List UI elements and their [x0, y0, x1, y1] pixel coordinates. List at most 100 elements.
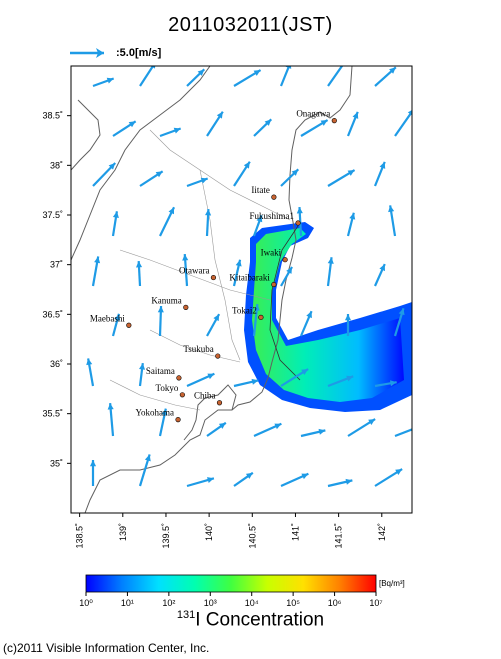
- wind-arrow: [138, 363, 146, 387]
- concentration-title: 131I Concentration: [0, 609, 501, 631]
- lon-tick-label: 138.5˚: [75, 523, 85, 549]
- wind-arrow: [327, 375, 354, 388]
- wind-arrow: [111, 313, 121, 337]
- concentration-text: I Concentration: [195, 609, 325, 631]
- wind-arrow: [394, 109, 412, 137]
- city-label: Saitama: [146, 366, 175, 376]
- lon-tick-label: 141.5˚: [334, 523, 344, 549]
- wind-arrow: [374, 380, 397, 388]
- wind-arrow: [107, 403, 115, 437]
- wind-arrow: [280, 368, 309, 387]
- wind-arrow: [111, 211, 119, 237]
- wind-arrow: [157, 305, 164, 337]
- wind-arrow: [159, 127, 182, 138]
- wind-arrow: [92, 162, 117, 187]
- lat-tick-label: 38.5˚: [42, 111, 63, 121]
- wind-arrow: [279, 66, 292, 87]
- coastline-east: [84, 66, 353, 513]
- city-marker: Chiba: [194, 391, 223, 406]
- wind-arrow: [158, 408, 168, 437]
- wind-arrow: [233, 471, 254, 487]
- wind-arrow: [186, 68, 206, 87]
- wind-arrow: [233, 161, 251, 187]
- coastline-bay: [183, 384, 237, 441]
- wind-arrow: [327, 169, 356, 187]
- lat-tick-label: 37˚: [50, 260, 63, 270]
- lon-ticks: 138.5˚ 139˚ 139.5˚ 140˚ 140.5˚ 141˚ 141.5˚ 142˚: [75, 513, 387, 549]
- city-marker: Otawara: [179, 266, 217, 281]
- city-label: Kitaibaraki: [229, 273, 270, 283]
- wind-arrow: [347, 418, 376, 437]
- wind-arrow: [280, 266, 293, 287]
- city-label: Iwaki: [261, 248, 282, 258]
- wind-arrow: [206, 421, 227, 437]
- coastline-west: [71, 66, 211, 261]
- wind-arrow: [253, 118, 273, 137]
- city-label: Fukushima1: [250, 211, 295, 221]
- wind-arrow: [300, 428, 326, 438]
- city-label: Iitate: [251, 185, 270, 195]
- wind-arrow: [252, 304, 260, 337]
- city-label: Tsukuba: [183, 344, 213, 354]
- wind-arrow: [232, 259, 242, 287]
- wind-arrow: [91, 256, 101, 287]
- wind-arrow: [373, 161, 386, 187]
- city-label: Maebashi: [90, 313, 125, 323]
- city-marker: Iwaki: [261, 248, 288, 263]
- city-label: Tokyo: [155, 383, 178, 393]
- wind-arrow: [233, 378, 259, 388]
- wind-arrow: [206, 111, 224, 137]
- wind-arrow: [159, 206, 176, 237]
- wind-arrow: [374, 468, 403, 487]
- wind-arrow: [373, 263, 386, 287]
- city-label: Onagawa: [296, 109, 330, 119]
- wind-arrow: [205, 208, 212, 237]
- lat-tick-label: 35˚: [50, 458, 63, 468]
- map-frame: [70, 65, 413, 514]
- wind-arrow: [112, 120, 137, 137]
- copyright-credit: (c)2011 Visible Information Center, Inc.: [3, 641, 210, 655]
- city-marker: Yokohama: [135, 408, 181, 423]
- wind-arrow: [186, 177, 209, 188]
- city-marker: Fukushima1: [250, 211, 301, 226]
- city-marker: Onagawa: [296, 109, 337, 124]
- lon-tick-label: 141˚: [290, 523, 300, 541]
- wind-arrow: [280, 472, 309, 488]
- lat-tick-label: 37.5˚: [42, 210, 63, 220]
- wind-scale: [70, 48, 104, 58]
- city-label: Kanuma: [151, 295, 182, 305]
- lon-tick-label: 140.5˚: [247, 523, 257, 549]
- wind-arrow: [300, 119, 329, 137]
- city-marker: Maebashi: [90, 313, 132, 328]
- lat-tick-label: 36˚: [50, 359, 63, 369]
- wind-arrow: [346, 111, 359, 137]
- wind-arrow: [327, 478, 353, 488]
- wind-arrow: [326, 257, 334, 287]
- wind-arrow: [253, 422, 282, 438]
- city-marker: Iitate: [251, 185, 277, 200]
- city-markers: Onagawa Iitate Fukushima1 Iwaki Otawara Kitai…: [90, 109, 337, 423]
- wind-arrow: [327, 66, 344, 87]
- wind-arrow: [86, 358, 95, 387]
- lat-tick-label: 35.5˚: [42, 409, 63, 419]
- lon-tick-label: 140˚: [204, 523, 214, 541]
- isotope-number: 131: [176, 609, 196, 621]
- wind-arrow: [206, 313, 221, 337]
- wind-arrow: [346, 212, 356, 237]
- city-marker: Kitaibaraki: [229, 273, 277, 288]
- city-marker: Tokai2: [232, 305, 264, 320]
- wind-arrow: [138, 454, 151, 487]
- wind-arrow: [89, 460, 97, 486]
- city-label: Chiba: [194, 391, 216, 401]
- city-label: Yokohama: [135, 408, 174, 418]
- wind-arrow: [252, 214, 263, 237]
- wind-arrow: [186, 372, 215, 388]
- wind-arrow: [374, 66, 397, 87]
- lon-tick-label: 139.5˚: [161, 523, 171, 549]
- wind-arrow: [388, 205, 397, 237]
- wind-arrow: [233, 69, 262, 87]
- wind-scale-label: :5.0[m/s]: [116, 47, 162, 59]
- map-title: 2011032011(JST): [168, 14, 333, 36]
- lat-ticks: 35˚ 35.5˚ 36˚ 36.5˚ 37˚ 37.5˚ 38˚ 38.5˚: [42, 111, 71, 468]
- wind-arrow: [394, 428, 412, 438]
